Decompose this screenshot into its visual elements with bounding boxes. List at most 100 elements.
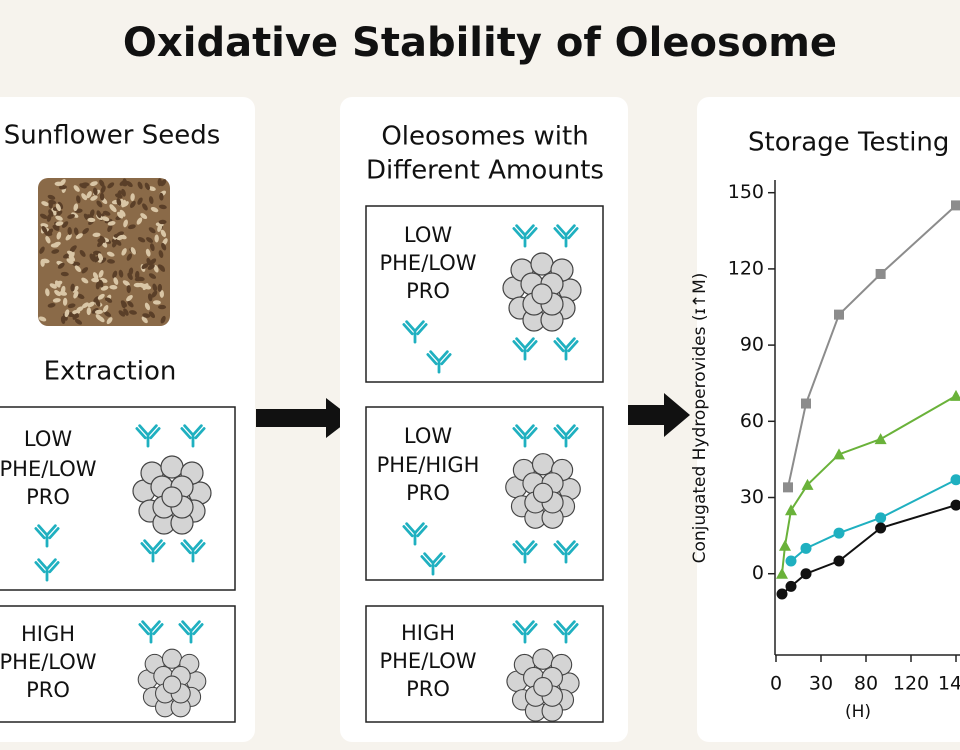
seed	[152, 300, 161, 305]
seed	[48, 209, 54, 217]
seed	[118, 310, 126, 317]
seed	[100, 185, 106, 194]
seed	[123, 219, 128, 228]
seed	[87, 301, 95, 308]
seed	[40, 258, 45, 267]
seed	[161, 242, 167, 251]
seed	[158, 219, 167, 225]
seed	[51, 249, 60, 254]
seed	[57, 262, 65, 269]
marker	[785, 555, 797, 567]
seed	[130, 193, 135, 202]
seed	[67, 303, 76, 309]
x-tick-label: 0	[770, 673, 782, 695]
x-tick-label: 30	[809, 673, 833, 695]
seed	[55, 215, 63, 221]
seed	[150, 207, 159, 213]
seed	[125, 180, 133, 188]
seed	[86, 307, 92, 316]
box-label: PRO	[26, 678, 70, 702]
seed	[154, 234, 159, 243]
seed	[62, 297, 68, 306]
chart: 0 30 60 90 120 150 0 30 80 120 140	[728, 180, 960, 695]
marker	[834, 309, 844, 320]
seed	[54, 289, 61, 297]
seed	[99, 179, 105, 187]
box-label: PHE/LOW	[0, 650, 97, 674]
seed	[67, 214, 75, 219]
seed	[159, 289, 164, 298]
box-label: PRO	[26, 485, 70, 509]
seed	[118, 269, 124, 278]
seed	[137, 197, 143, 205]
seed	[93, 187, 98, 196]
seed	[137, 181, 143, 190]
seed	[151, 290, 158, 298]
arrow	[628, 393, 690, 437]
step-label: Extraction	[44, 357, 177, 387]
marker	[950, 474, 960, 486]
seed	[116, 198, 122, 206]
seed	[134, 270, 140, 279]
seed	[102, 210, 111, 216]
marker	[800, 542, 812, 554]
seed	[97, 293, 105, 300]
marker	[785, 580, 797, 592]
seed	[73, 227, 79, 236]
seed	[109, 285, 118, 290]
box-label: LOW	[404, 424, 452, 448]
seed	[101, 216, 110, 222]
seed	[127, 224, 136, 230]
seed	[153, 264, 159, 273]
seed	[48, 200, 53, 209]
box-label: HIGH	[21, 622, 75, 646]
y-tick-label: 60	[740, 410, 764, 432]
y-tick-label: 0	[752, 562, 764, 584]
seed	[89, 253, 95, 262]
x-tick-label: 120	[893, 673, 929, 695]
seed	[103, 311, 112, 317]
seed	[98, 270, 104, 278]
seed	[144, 182, 151, 191]
seed	[104, 297, 113, 303]
seed	[67, 227, 72, 236]
marker	[833, 527, 845, 539]
seed	[148, 196, 154, 205]
seed	[141, 263, 149, 270]
seed	[92, 232, 101, 238]
box-label: PRO	[406, 481, 450, 505]
seed	[158, 204, 167, 210]
seed	[158, 250, 164, 258]
marker	[875, 512, 887, 524]
seed	[145, 248, 151, 257]
seed	[116, 234, 125, 241]
seed	[158, 304, 167, 310]
seed	[95, 309, 104, 315]
seed	[91, 277, 100, 283]
marker	[785, 504, 797, 516]
panel-title: Oleosomes with	[381, 122, 588, 152]
seed	[75, 233, 83, 239]
seed	[152, 283, 158, 292]
seed	[77, 293, 85, 300]
seed	[74, 318, 83, 325]
seed	[54, 181, 63, 186]
seed	[54, 280, 63, 286]
seed	[114, 193, 123, 199]
seed	[144, 302, 151, 311]
seed	[70, 283, 75, 292]
seed	[56, 231, 62, 240]
seed	[92, 272, 99, 280]
seed	[148, 311, 156, 319]
y-tick-label: 90	[740, 334, 764, 356]
seed	[107, 224, 113, 232]
seed	[65, 233, 72, 241]
seed	[115, 239, 122, 246]
seed	[47, 194, 56, 200]
seed	[121, 300, 126, 309]
seed	[130, 247, 136, 255]
seed	[86, 191, 92, 199]
seed	[55, 221, 64, 226]
seed	[107, 221, 116, 226]
